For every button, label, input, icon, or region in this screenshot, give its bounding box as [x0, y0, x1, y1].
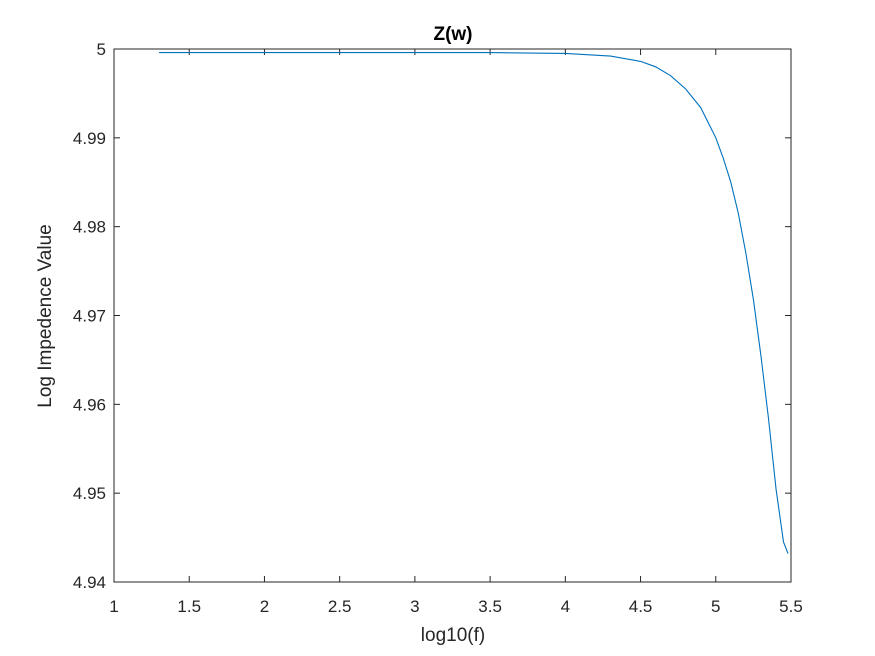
x-tick-label: 4: [561, 597, 570, 616]
x-tick-label: 5.5: [779, 597, 803, 616]
x-tick-label: 1: [109, 597, 118, 616]
series-line: [159, 52, 789, 554]
x-tick-label: 1.5: [177, 597, 201, 616]
chart-title: Z(w): [433, 24, 472, 45]
x-tick-label: 5: [711, 597, 720, 616]
y-axis-label: Log Impedence Value: [35, 224, 56, 407]
y-tick-label: 4.95: [73, 484, 106, 503]
x-axis-label: log10(f): [421, 625, 485, 646]
y-axis-ticks: 4.94 4.95 4.96 4.97 4.98 4.99 5: [73, 40, 791, 592]
x-axis-ticks: 1 1.5 2 2.5 3 3.5 4 4.5 5 5.5: [109, 49, 803, 616]
plot-area: [113, 48, 792, 583]
x-tick-label: 3.5: [478, 597, 502, 616]
y-tick-label: 4.96: [73, 395, 106, 414]
x-tick-label: 2.5: [328, 597, 352, 616]
y-tick-label: 4.97: [73, 307, 106, 326]
y-tick-label: 5: [97, 40, 106, 59]
x-tick-label: 2: [260, 597, 269, 616]
y-tick-label: 4.94: [73, 573, 106, 592]
y-tick-label: 4.99: [73, 129, 106, 148]
y-tick-label: 4.98: [73, 218, 106, 237]
x-tick-label: 4.5: [629, 597, 653, 616]
x-tick-label: 3: [410, 597, 419, 616]
